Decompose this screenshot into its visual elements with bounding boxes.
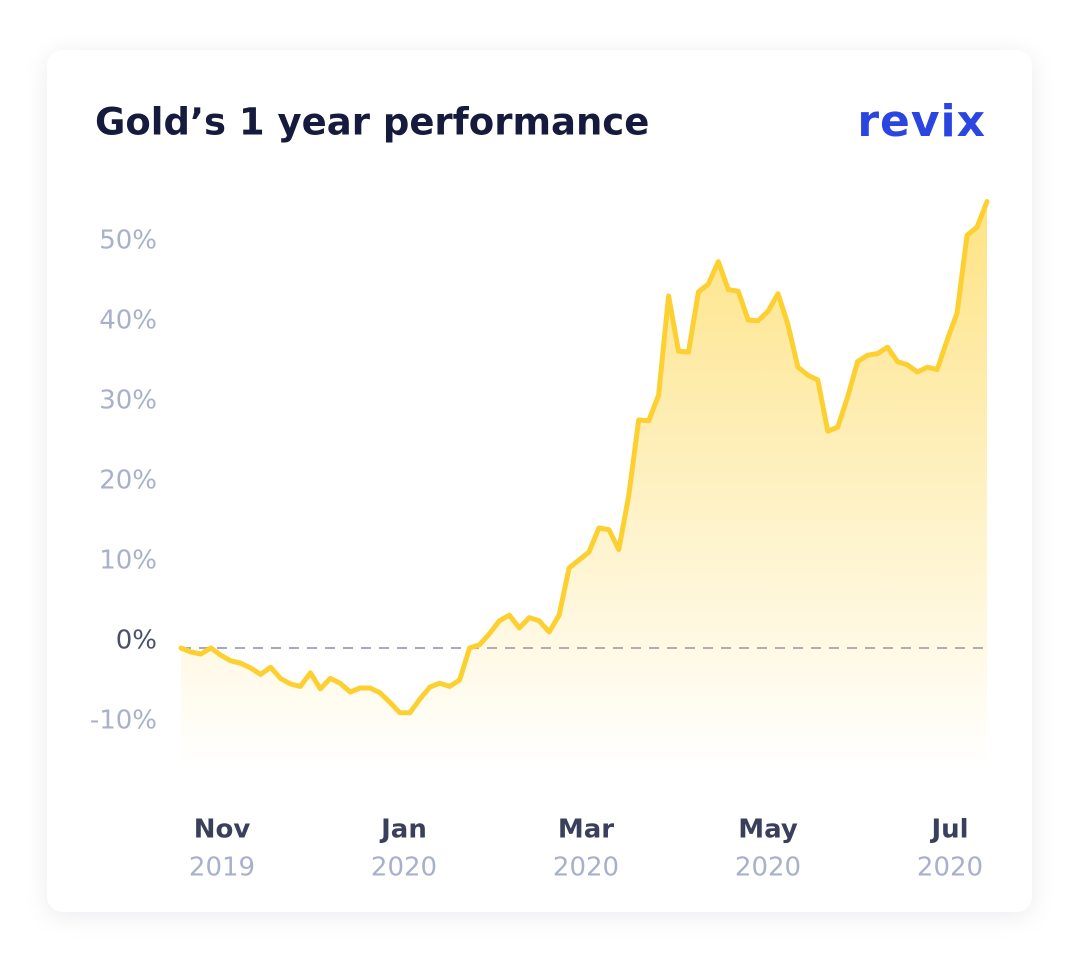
- x-tick-year: 2019: [189, 853, 255, 883]
- y-tick-label: -10%: [90, 706, 157, 736]
- y-tick-label: 30%: [99, 386, 157, 416]
- x-tick-month: Jan: [379, 815, 427, 845]
- x-tick-month: Mar: [558, 815, 614, 845]
- x-tick-year: 2020: [553, 853, 619, 883]
- y-tick-label: 20%: [99, 466, 157, 496]
- chart-title: Gold’s 1 year performance: [95, 101, 649, 144]
- y-tick-label: 40%: [99, 306, 157, 336]
- area: [181, 201, 987, 769]
- brand-logo: revix: [857, 96, 986, 147]
- y-tick-label: 0%: [116, 626, 157, 656]
- y-tick-label: 50%: [99, 226, 157, 256]
- x-tick-month: Jul: [929, 815, 968, 845]
- x-tick-month: May: [738, 815, 798, 845]
- y-tick-label: 10%: [99, 546, 157, 576]
- x-tick-month: Nov: [194, 815, 251, 845]
- line: [178, 199, 990, 716]
- x-tick-year: 2020: [735, 853, 801, 883]
- x-tick-year: 2020: [917, 853, 983, 883]
- x-tick-year: 2020: [371, 853, 437, 883]
